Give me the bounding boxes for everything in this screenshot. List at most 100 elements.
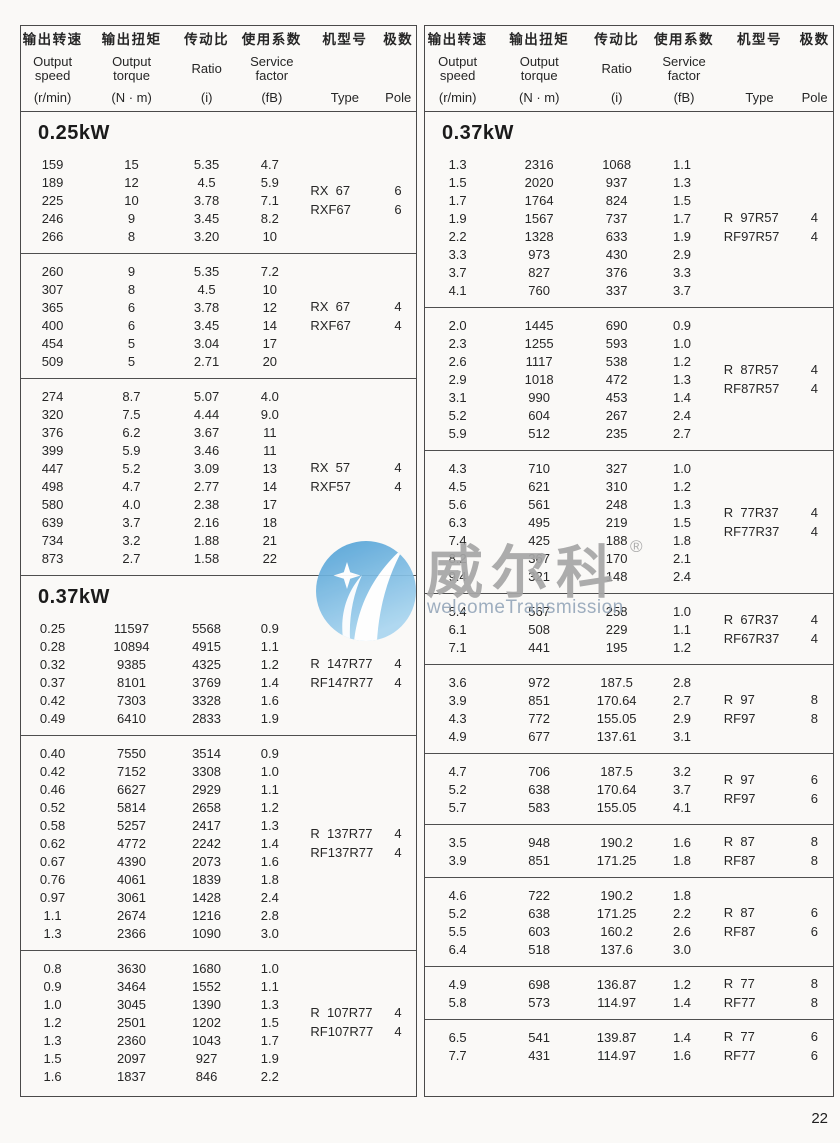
table-row: 1.2 2501 1202 1.5 — [21, 1013, 305, 1031]
header-column: 机型号 Type — [723, 26, 796, 111]
table-row: 307 8 4.5 10 — [21, 280, 305, 298]
table-cell: 5 — [127, 335, 136, 351]
type-value: R 97 — [723, 692, 755, 707]
table-cell: 0.9 — [260, 745, 279, 761]
type-pole-line: RF77 8 — [719, 993, 833, 1012]
table-row: 266 8 3.20 10 — [21, 227, 305, 245]
table-cell: 495 — [528, 514, 550, 530]
type-value: RX 67 — [310, 299, 351, 314]
table-cell: 266 — [41, 228, 64, 244]
pole-value: 6 — [810, 1029, 819, 1044]
type-pole-line: R 87 8 — [719, 832, 833, 851]
header-label-en-line: factor — [667, 68, 701, 83]
header-label-en: Service factor — [662, 54, 705, 84]
header-column: 极数 Pole — [380, 26, 416, 111]
table-cell: 4.6 — [448, 887, 467, 903]
table-body: 0.25kW 159 15 5.35 4.7 189 12 4.5 5.9 225 10 3.78 7.… — [21, 112, 416, 1096]
table-row: 274 8.7 5.07 4.0 — [21, 387, 305, 405]
pole-value: 4 — [810, 524, 819, 539]
table-cell: 639 — [41, 514, 64, 530]
table-cell: 5.9 — [260, 174, 279, 190]
table-cell: 447 — [41, 460, 64, 476]
type-value: R 77 — [723, 1029, 755, 1044]
table-row: 1.7 1764 824 1.5 — [425, 191, 719, 209]
table-row: 0.76 4061 1839 1.8 — [21, 870, 305, 888]
type-pole-box: R 97R57 4 RF97R57 4 — [719, 208, 833, 246]
table-row: 399 5.9 3.46 11 — [21, 441, 305, 459]
table-cell: 509 — [41, 353, 64, 369]
table-cell: 3.67 — [193, 424, 220, 440]
type-pole-line: R 97R57 4 — [719, 208, 833, 227]
table-row: 5.6 561 248 1.3 — [425, 495, 719, 513]
type-value: RF137R77 — [310, 845, 374, 860]
table-cell: 583 — [528, 799, 550, 815]
pole-value: 6 — [394, 183, 402, 198]
table-cell: 1.1 — [260, 978, 279, 994]
rating-block: 159 15 5.35 4.7 189 12 4.5 5.9 225 10 3.78 7.1 246 9 3… — [21, 147, 416, 253]
type-pole-line: R 97 8 — [719, 690, 833, 709]
table-cell: 2.2 — [448, 228, 467, 244]
type-value: RF67R37 — [723, 631, 780, 646]
pole-value: 4 — [810, 612, 819, 627]
table-cell: 1839 — [192, 871, 221, 887]
table-cell: 2417 — [192, 817, 221, 833]
table-row: 0.49 6410 2833 1.9 — [21, 709, 305, 727]
table-cell: 0.67 — [39, 853, 66, 869]
type-value: RX 57 — [310, 460, 351, 475]
table-cell: 6.3 — [448, 514, 467, 530]
table-cell: 1.6 — [260, 692, 279, 708]
table-body: 0.37kW 1.3 2316 1068 1.1 1.5 2020 937 1.3 1.7 1764… — [425, 112, 833, 1096]
rating-block: 260 9 5.35 7.2 307 8 4.5 10 365 6 3.78 12 400 6 3.45 14… — [21, 253, 416, 378]
table-cell: 5.07 — [193, 388, 220, 404]
type-pole-line: R 77 8 — [719, 974, 833, 993]
header-unit: (N · m) — [519, 89, 560, 105]
table-cell: 7.2 — [260, 263, 279, 279]
table-cell: 2.8 — [260, 907, 279, 923]
pole-value: 6 — [810, 772, 819, 787]
table-cell: 5.2 — [448, 905, 467, 921]
table-cell: 2360 — [117, 1032, 146, 1048]
table-row: 0.9 3464 1552 1.1 — [21, 977, 305, 995]
type-pole-line: RF87 6 — [719, 922, 833, 941]
pole-value: 4 — [810, 210, 819, 225]
table-cell: 425 — [528, 532, 550, 548]
table-cell: 561 — [528, 496, 550, 512]
table-cell: 1.5 — [672, 192, 692, 208]
table-cell: 4.1 — [448, 282, 467, 298]
pole-value: 6 — [394, 202, 402, 217]
table-cell: 3630 — [117, 960, 146, 976]
spec-table-left: 输出转速 Output speed (r/min) 输出扭矩 Output torque (N… — [20, 25, 417, 1097]
table-cell: 1.0 — [672, 603, 692, 619]
table-cell: 772 — [528, 710, 550, 726]
table-cell: 4.0 — [122, 496, 141, 512]
table-row: 7.4 425 188 1.8 — [425, 531, 719, 549]
header-label-en: Ratio — [191, 61, 221, 77]
pole-value: 8 — [810, 711, 819, 726]
table-cell: 2.8 — [672, 674, 692, 690]
header-column: 传动比 Ratio (i) — [179, 26, 234, 111]
table-cell: 5.9 — [448, 425, 467, 441]
table-cell: 5.2 — [448, 407, 467, 423]
table-row: 0.67 4390 2073 1.6 — [21, 852, 305, 870]
table-cell: 0.46 — [39, 781, 66, 797]
table-cell: 1.58 — [193, 550, 220, 566]
header-unit: Type — [330, 89, 359, 105]
table-cell: 190.2 — [600, 887, 633, 903]
table-cell: 155.05 — [596, 799, 637, 815]
table-cell: 4061 — [117, 871, 146, 887]
table-row: 2.6 1117 538 1.2 — [425, 352, 719, 370]
type-value: R 87R57 — [723, 362, 779, 377]
table-cell: 12 — [262, 299, 278, 315]
type-pole-line: RF67R37 4 — [719, 629, 833, 648]
table-cell: 170.64 — [596, 781, 637, 797]
type-value: RXF67 — [310, 202, 351, 217]
table-cell: 2.6 — [672, 923, 692, 939]
type-pole-line: R 67R37 4 — [719, 610, 833, 629]
table-cell: 1043 — [192, 1032, 221, 1048]
rating-block: 6.5 541 139.87 1.4 7.7 431 114.97 1.6 R 77 6 RF77 6 — [425, 1019, 833, 1072]
type-pole-box: R 87 6 RF87 6 — [719, 903, 833, 941]
table-cell: 170 — [605, 550, 628, 566]
table-cell: 0.76 — [39, 871, 66, 887]
power-rating-title: 0.37kW — [38, 586, 110, 608]
header-label-cn: 输出扭矩 — [509, 32, 570, 47]
